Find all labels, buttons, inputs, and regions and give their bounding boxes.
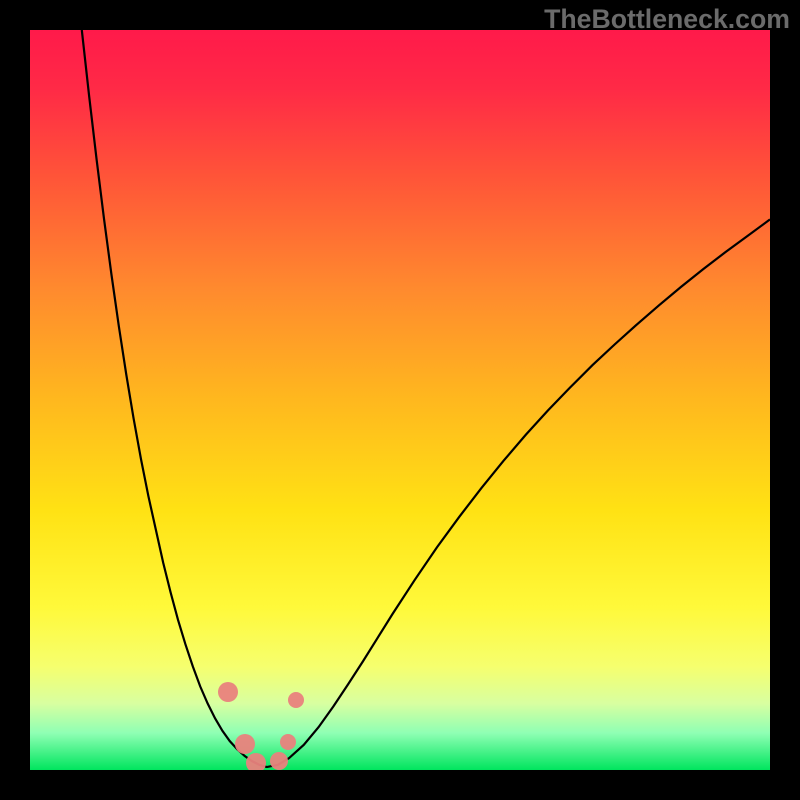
watermark-text: TheBottleneck.com (544, 4, 790, 35)
curve-marker-3 (270, 752, 288, 770)
chart-frame: TheBottleneck.com (0, 0, 800, 800)
curve-layer (30, 30, 770, 770)
plot-area (30, 30, 770, 770)
curve-marker-2 (246, 753, 266, 770)
curve-marker-5 (288, 692, 304, 708)
curve-marker-0 (218, 682, 238, 702)
curve-marker-1 (235, 734, 255, 754)
bottleneck-curve (82, 30, 770, 767)
curve-marker-4 (280, 734, 296, 750)
